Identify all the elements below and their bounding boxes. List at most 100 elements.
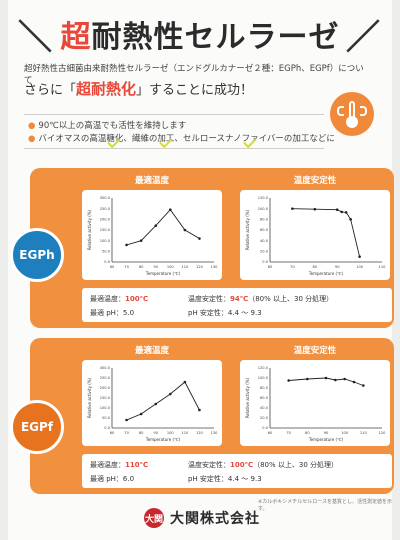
data-point <box>362 384 365 387</box>
y-tick-label: 150.0 <box>100 396 111 400</box>
y-tick-label: 250.0 <box>100 376 111 380</box>
x-tick-label: 60 <box>268 265 273 269</box>
y-axis-label: Relative activity (%) <box>87 209 92 250</box>
x-axis-label: Temperature (℃) <box>308 271 344 276</box>
y-tick-label: 300.0 <box>100 366 111 370</box>
lead-accent: 超耐熱化 <box>76 80 137 98</box>
x-tick-label: 80 <box>305 431 310 435</box>
company-mark: 大関 <box>144 508 164 528</box>
y-tick-label: 0.0 <box>104 260 110 264</box>
x-tick-label: 100 <box>356 265 364 269</box>
x-axis-label: Temperature (℃) <box>145 271 181 276</box>
data-point <box>198 237 201 240</box>
x-tick-label: 130 <box>211 431 219 435</box>
y-tick-label: 150.0 <box>100 228 111 232</box>
egpf-properties: 最適温度：110℃ 温度安定性：100℃（80% 以上、30 分処理） 最適 pH… <box>82 454 392 488</box>
y-tick-label: 60.0 <box>260 396 269 400</box>
x-tick-label: 100 <box>167 265 175 269</box>
chart-card: 60 70 80 90 100 110 0.0 20.0 40.0 60.0 80.0 100.0 12… <box>240 190 390 280</box>
data-point <box>154 402 158 406</box>
data-point <box>352 380 356 384</box>
y-tick-label: 60.0 <box>260 228 269 232</box>
data-point <box>139 412 143 416</box>
egph-optimum-chart: 60 70 80 90 100 110 120 130 0.0 50.0 100.0 150.0 200… <box>87 196 218 276</box>
data-point <box>334 378 337 382</box>
data-point <box>139 239 143 242</box>
x-tick-label: 90 <box>153 431 158 435</box>
y-tick-label: 0.0 <box>262 426 268 430</box>
y-tick-label: 40.0 <box>260 406 269 410</box>
data-point <box>291 207 294 210</box>
x-tick-label: 70 <box>124 265 129 269</box>
egph-stability-chart: 60 70 80 90 100 110 0.0 20.0 40.0 60.0 80.0 100.0 12… <box>245 196 386 276</box>
y-tick-label: 40.0 <box>260 239 269 243</box>
data-point <box>349 218 352 221</box>
x-tick-label: 110 <box>181 431 189 435</box>
x-tick-label: 70 <box>124 431 129 435</box>
data-point <box>340 210 343 214</box>
title-bar: ＼ 超耐熱性セルラーゼ ／ <box>8 8 392 58</box>
y-tick-label: 50.0 <box>102 250 111 254</box>
y-tick-label: 200.0 <box>100 218 111 222</box>
chart-card: 60 70 80 90 100 110 120 130 0.0 50.0 100.0 150.0 200… <box>82 190 222 280</box>
x-tick-label: 90 <box>153 265 158 269</box>
y-tick-label: 120.0 <box>258 196 269 200</box>
egpf-panel: 最適温度 温度安定性 60 70 80 90 100 110 120 130 0.0 50.0 10… <box>30 338 394 494</box>
data-point <box>168 392 172 396</box>
footnote: ※カルボキシメチルセルロースを基質とし、活性測定値を示す。 <box>258 499 392 512</box>
y-tick-label: 300.0 <box>100 196 111 200</box>
y-tick-label: 80.0 <box>260 218 269 222</box>
data-point <box>306 377 309 381</box>
data-point <box>168 208 172 212</box>
y-tick-label: 100.0 <box>258 376 269 380</box>
y-tick-label: 0.0 <box>104 426 110 430</box>
enzyme-badge-egpf: EGPf <box>10 400 64 454</box>
x-tick-label: 60 <box>268 431 273 435</box>
y-tick-label: 200.0 <box>100 386 111 390</box>
egph-panel: 最適温度 温度安定性 60 70 80 90 100 110 120 130 0.0 50.0 10… <box>30 168 394 328</box>
x-tick-label: 120 <box>196 265 204 269</box>
data-point <box>343 377 346 381</box>
y-tick-label: 50.0 <box>102 416 111 420</box>
x-tick-label: 90 <box>324 431 329 435</box>
x-tick-label: 100 <box>167 431 175 435</box>
y-axis-label: Relative activity (%) <box>245 209 250 250</box>
x-tick-label: 100 <box>341 431 349 435</box>
poster: ＼ 超耐熱性セルラーゼ ／ 超好熱性古細菌由来耐熱性セルラーゼ（エンドグルカナー… <box>8 0 394 540</box>
data-point <box>183 380 187 384</box>
data-point <box>287 379 290 382</box>
company-logo: 大関 大関株式会社 <box>144 508 260 528</box>
title-slash-left: ＼ <box>18 18 52 58</box>
chart-header-optimum: 最適温度 <box>134 346 169 356</box>
data-point <box>335 208 339 212</box>
y-tick-label: 80.0 <box>260 386 269 390</box>
series-line <box>126 208 200 246</box>
divider <box>24 148 324 149</box>
divider <box>24 114 324 115</box>
data-point <box>125 418 128 422</box>
y-tick-label: 100.0 <box>258 207 269 211</box>
x-tick-label: 120 <box>196 431 204 435</box>
data-point <box>313 207 317 211</box>
y-tick-label: 20.0 <box>260 416 269 420</box>
x-tick-label: 90 <box>335 265 340 269</box>
data-point <box>358 255 361 258</box>
y-axis-label: Relative activity (%) <box>245 377 250 418</box>
feature-list: ● 90℃以上の高温でも活性を維持します ● バイオマスの高温糖化、繊維の加工、セル… <box>28 120 335 146</box>
data-point <box>183 228 187 232</box>
y-tick-label: 100.0 <box>100 406 111 410</box>
chart-header-stability: 温度安定性 <box>293 176 337 186</box>
thermometer-icon <box>330 92 374 136</box>
y-tick-label: 20.0 <box>260 250 269 254</box>
company-name: 大関株式会社 <box>170 511 260 527</box>
data-point <box>198 408 201 412</box>
x-tick-label: 80 <box>139 431 144 435</box>
x-tick-label: 110 <box>181 265 189 269</box>
title-slash-right: ／ <box>346 18 380 58</box>
y-axis-label: Relative activity (%) <box>87 377 92 418</box>
x-axis-label: Temperature (℃) <box>308 437 344 442</box>
series-line <box>292 208 361 257</box>
x-tick-label: 120 <box>379 431 387 435</box>
x-tick-label: 60 <box>110 265 115 269</box>
page-title: 超耐熱性セルラーゼ <box>60 20 340 55</box>
